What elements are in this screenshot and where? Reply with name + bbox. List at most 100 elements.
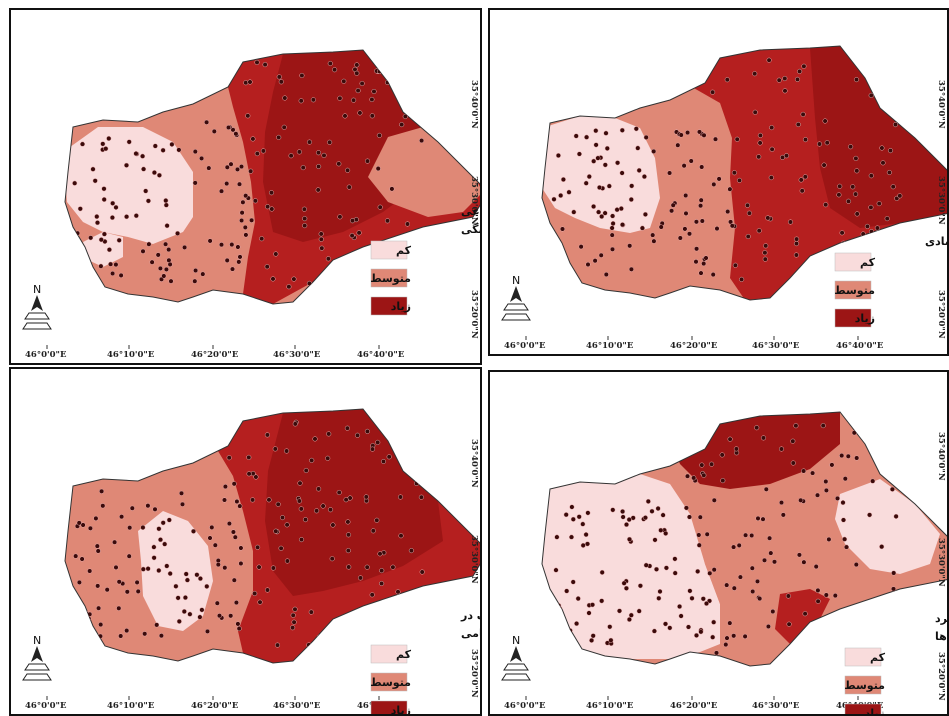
village-point — [793, 423, 799, 429]
village-point — [626, 616, 632, 623]
village-point — [667, 170, 673, 176]
village-point — [570, 579, 576, 585]
village-point — [77, 206, 83, 212]
village-point — [123, 162, 130, 168]
village-point — [746, 210, 752, 216]
village-point — [870, 478, 876, 484]
village-point — [823, 478, 829, 485]
village-point — [637, 583, 643, 589]
village-point — [619, 127, 625, 133]
village-point — [672, 556, 678, 562]
village-point — [845, 198, 852, 204]
village-point — [564, 588, 570, 594]
village-point — [306, 280, 312, 286]
village-point — [786, 621, 792, 627]
village-point — [106, 135, 112, 142]
village-point — [553, 567, 559, 573]
village-point — [766, 57, 772, 63]
village-point — [151, 544, 157, 550]
village-point — [99, 488, 105, 494]
village-point — [554, 612, 560, 618]
village-point — [301, 206, 307, 212]
village-point — [248, 168, 254, 174]
village-point — [699, 218, 705, 224]
village-point — [175, 595, 181, 601]
north-label: N — [512, 634, 520, 647]
legend: ضعف در عملکرد نیروی انتظامی کم متوسط زیاد — [370, 609, 480, 714]
village-point — [108, 261, 114, 267]
village-point — [292, 421, 298, 427]
map-panel-media-performance: 46°0'0"E46°10'0"E46°20'0"E46°30'0"E46°40… — [488, 370, 949, 716]
village-point — [897, 193, 903, 199]
village-point — [839, 453, 845, 459]
village-point — [319, 280, 325, 286]
village-point — [322, 279, 328, 285]
village-point — [652, 537, 658, 543]
legend-label: زیاد — [865, 707, 885, 714]
village-point — [155, 252, 161, 258]
village-point — [684, 473, 691, 479]
village-point — [710, 89, 716, 95]
village-point — [325, 256, 331, 262]
village-point — [693, 632, 700, 638]
village-point — [411, 241, 417, 247]
village-point — [558, 192, 564, 199]
legend-title: نارسایی در عملکرد — [935, 612, 947, 625]
village-point — [226, 455, 232, 461]
village-point — [839, 230, 845, 236]
y-tick-label: 35°20'0"N — [469, 290, 479, 339]
village-point — [290, 625, 296, 631]
village-point — [140, 566, 146, 572]
village-point — [678, 613, 684, 619]
village-point — [834, 495, 841, 501]
village-point — [145, 566, 151, 572]
village-point — [645, 498, 651, 504]
village-point — [246, 471, 252, 477]
village-point — [881, 434, 887, 441]
village-point — [707, 570, 713, 576]
village-point — [346, 564, 352, 570]
village-point — [270, 276, 276, 282]
village-point — [106, 247, 112, 253]
legend-label: زیاد — [391, 704, 411, 714]
village-point — [257, 599, 263, 605]
village-point — [309, 457, 315, 463]
legend-label: کم — [396, 648, 412, 661]
village-point — [731, 633, 737, 639]
village-point — [757, 132, 763, 138]
village-point — [854, 211, 860, 217]
y-tick-label: 35°20'0"N — [936, 652, 946, 701]
village-point — [218, 242, 225, 248]
village-point — [163, 241, 169, 247]
village-point — [157, 537, 164, 543]
village-point — [678, 132, 684, 138]
village-point — [284, 448, 290, 454]
village-point — [200, 271, 206, 277]
legend-swatch — [834, 308, 872, 328]
village-point — [184, 577, 190, 583]
village-point — [134, 579, 140, 585]
village-point — [685, 624, 692, 630]
village-point — [364, 428, 370, 434]
village-point — [76, 520, 82, 526]
zone-low — [835, 479, 940, 574]
village-point — [291, 619, 297, 625]
zone-low — [83, 232, 123, 267]
village-point — [693, 259, 699, 265]
village-point — [790, 460, 796, 466]
village-point — [868, 92, 874, 98]
village-point — [377, 204, 383, 210]
village-point — [264, 432, 270, 438]
x-tick-label: 46°20'0"E — [191, 350, 239, 360]
village-point — [884, 459, 890, 465]
village-point — [127, 525, 133, 531]
village-point — [408, 616, 415, 623]
village-point — [197, 614, 203, 620]
village-point — [79, 141, 86, 147]
north-arrow-icon: N — [501, 274, 531, 321]
village-point — [736, 542, 742, 548]
village-point — [235, 244, 241, 250]
village-point — [176, 618, 182, 624]
village-point — [259, 236, 265, 242]
village-point — [814, 492, 821, 498]
